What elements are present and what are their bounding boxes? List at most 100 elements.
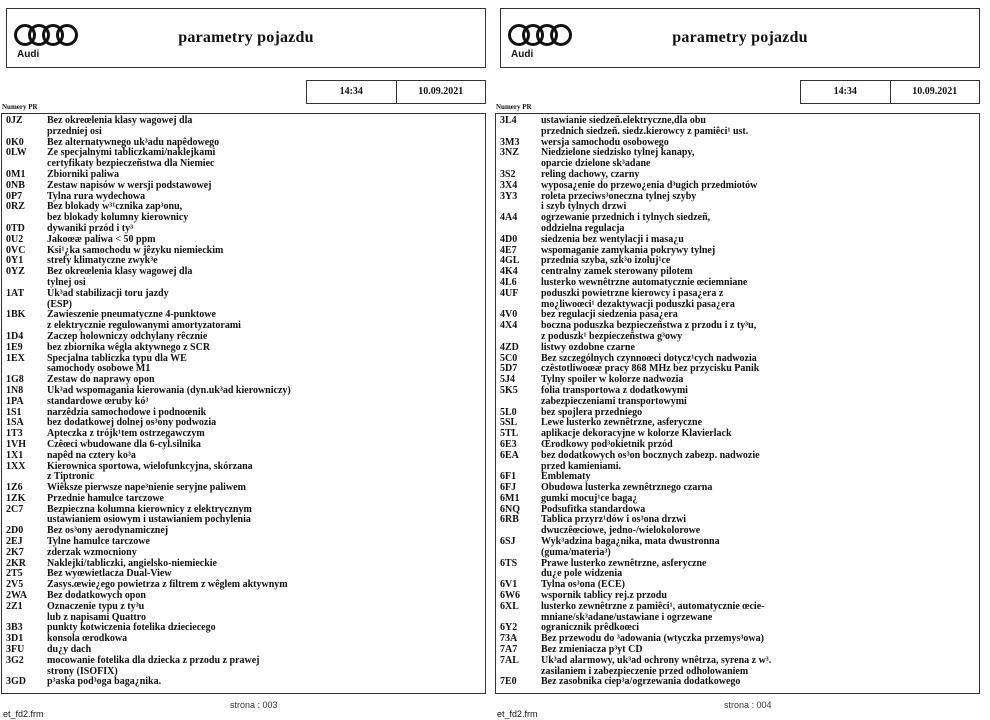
audi-rings-logo (13, 23, 79, 52)
pr-code-list: 3L4 ustawianie siedzeñ.elektryczne,dla ob… (495, 113, 980, 694)
item-description-line: punkty kotwiczenia fotelika dzieciecego (47, 622, 216, 634)
item-description-line: Bez zmieniacza p³yt CD (541, 644, 643, 656)
pr-code-row: 4X4 boczna poduszka bezpieczeñstwa z przo… (496, 320, 979, 343)
item-description-line: aplikacje dekoracyjne w kolorze Klavierl… (541, 428, 732, 440)
pr-description: Bez szczególnych czynnoœci dotycz¹cych n… (541, 352, 979, 365)
pr-code-row: 2Z1 Oznaczenie typu z ty³u lub z napisami … (2, 601, 485, 624)
item-description-line: (ESP) (47, 298, 72, 310)
pr-code-row: 6W6 wspornik tablicy rej.z przodu (496, 590, 979, 602)
item-description-line: Podsufitka standardowa (541, 503, 646, 515)
pr-code-row: 1N8 Uk³ad wspomagania kierowania (dyn.uk³… (2, 385, 485, 397)
item-description-line: bez spojlera przedniego (541, 406, 643, 418)
pr-code: 1VH (6, 438, 26, 450)
pr-code-row: 4K4 centralny zamek sterowany pilotem (496, 266, 979, 278)
pr-code: 6V1 (500, 579, 518, 591)
item-description-line: czêstotliwoœæ pracy 868 MHz bez przycisk… (541, 363, 760, 375)
pr-code: 1EX (6, 352, 25, 364)
pr-code: 3B3 (6, 622, 23, 634)
item-description-line: przedniej osi (47, 125, 102, 137)
pr-description: napêd na cztery ko³a (47, 450, 485, 462)
item-description-line: Tylne hamulce tarczowe (47, 536, 150, 548)
item-description-line: du¿y dach (47, 644, 92, 656)
item-description-line: Bez szczególnych czynnoœci dotycz¹cych n… (541, 352, 757, 364)
pr-code-row: 0NB Zestaw napisów w wersji podstawowej (2, 179, 485, 192)
item-description-line: ustawianie siedzeñ.elektryczne,dla obu (541, 115, 706, 126)
item-description-line: z poduszk¹ bezpieczeñstwa g³owy (541, 330, 683, 342)
pr-code: 3G2 (6, 654, 24, 666)
pr-code: 73A (500, 633, 518, 645)
pr-description: Ksi¹¿ka samochodu w jêzyku niemieckim (47, 245, 485, 257)
pr-description: reling dachowy, czarny (541, 169, 979, 181)
pr-code-row: 2KR Naklejki/tabliczki, angielsko-niemiec… (2, 558, 485, 570)
pr-code-row: 6NQ Podsufitka standardowa (496, 503, 979, 516)
item-description-line: Tylna os³ona (ECE) (541, 579, 625, 591)
pr-code: 0P7 (6, 190, 23, 202)
page-number: strona : 003 (230, 700, 278, 710)
pr-description: Niedzielone siedzisko tylnej kanapy, opar… (541, 148, 979, 170)
item-description-line: Bez os³ony aerodynamicznej (47, 525, 169, 537)
time: 14:34 (307, 81, 397, 103)
pr-code-row: 5K5 folia transportowa z dodatkowymi zabez… (496, 384, 979, 408)
item-description-line: poduszki powietrzne kierowcy i pasa¿era … (541, 287, 724, 299)
pr-code-row: 1X1 napêd na cztery ko³a (2, 450, 485, 462)
item-description-line: Zestaw do naprawy opon (47, 374, 155, 386)
pr-code: 0NB (6, 179, 25, 191)
pr-code-row: 4A4 ogrzewanie przednich i tylnych siedze… (496, 212, 979, 235)
item-description-line: i szyb tylnych drzwi (541, 201, 627, 213)
item-description-line: wspornik tablicy rej.z przodu (541, 590, 667, 602)
pr-description: boczna poduszka bezpieczeñstwa z przodu … (541, 320, 979, 343)
pr-description: Zestaw do naprawy opon (47, 374, 485, 386)
pr-description: listwy ozdobne czarne (541, 341, 979, 354)
pr-code: 4D0 (500, 233, 518, 245)
pr-code: 2T5 (6, 568, 23, 580)
item-description-line: wyposa¿enie do przewo¿enia d³ugich przed… (541, 179, 758, 191)
pr-code-row: 3Y3 roleta przeciws³oneczna tylnej szyby i… (496, 191, 979, 214)
pr-code: 6F1 (500, 471, 517, 483)
pr-code-row: 73A Bez przewodu do ³adowania (wtyczka pr… (496, 633, 979, 645)
item-description-line: zderzak wzmocniony (47, 546, 137, 558)
pr-code: 0K0 (6, 136, 24, 148)
pr-code: 3GD (6, 676, 26, 688)
pr-code-row: 1G8 Zestaw do naprawy opon (2, 374, 485, 386)
pr-code-row: 3NZ Niedzielone siedzisko tylnej kanapy, o… (496, 148, 979, 170)
pr-code: 7A7 (500, 644, 518, 656)
pr-description: dywaniki przód i ty³ (47, 223, 485, 235)
item-description-line: z Tiptronic (47, 471, 94, 483)
pr-code: 0M1 (6, 168, 26, 180)
item-description-line: bez regulacji siedzenia pasa¿era (541, 309, 678, 321)
pr-code-row: 6SJ Wyk³adzina baga¿nika, mata dwustronna… (496, 536, 979, 559)
pr-code: 2D0 (6, 525, 24, 537)
pr-description: Wiêksze pierwsze nape³nienie seryjne pal… (47, 482, 485, 494)
pr-code: 5K5 (500, 384, 518, 396)
pr-code: 4V0 (500, 309, 518, 321)
pr-description: Prawe lusterko zewnêtrzne, asferyczne du¿… (541, 558, 979, 581)
pr-description: mocowanie fotelika dla dziecka z przodu … (47, 655, 485, 678)
item-description-line: samochody osobowe M1 (47, 363, 151, 375)
pr-description: aplikacje dekoracyjne w kolorze Klavierl… (541, 428, 979, 440)
pr-code-row: 7AL Uk³ad alarmowy, uk³ad ochrony wnêtrza… (496, 655, 979, 678)
pr-code-row: 4UF poduszki powietrzne kierowcy i pasa¿e… (496, 287, 979, 311)
pr-description: Ze specjalnymi tabliczkami/naklejkami cer… (47, 148, 485, 170)
pr-code-row: 1Z6 Wiêksze pierwsze nape³nienie seryjne … (2, 482, 485, 494)
pr-code-row: 0K0 Bez alternatywnego uk³adu napêdowego (2, 136, 485, 149)
pr-code: 1D4 (6, 330, 24, 342)
pr-code: 5C0 (500, 352, 518, 364)
item-description-line: Obudowa lusterka zewnêtrznego czarna (541, 482, 713, 494)
item-description-line: Zestaw napisów w wersji podstawowej (47, 179, 212, 191)
pr-description: Tablica przyrz¹dów i os³ona drzwi dwuczêœ… (541, 515, 979, 537)
pr-description: ogrzewanie przednich i tylnych siedzeñ, o… (541, 212, 979, 235)
pr-code-row: 2D0 Bez os³ony aerodynamicznej (2, 525, 485, 537)
pr-code-row: 0Y1 strefy klimatyczne zwyk³e (2, 256, 485, 267)
pr-code-row: 7A7 Bez zmieniacza p³yt CD (496, 644, 979, 656)
pr-code: 6Y2 (500, 622, 518, 634)
pr-code-row: 1VH Czêœci wbudowane dla 6-cyl.silnika (2, 438, 485, 451)
pr-code: 6RB (500, 514, 519, 526)
item-description-line: listwy ozdobne czarne (541, 341, 635, 353)
item-description-line: Zbiorniki paliwa (47, 168, 119, 180)
pr-code-row: 7E0 Bez zasobnika ciep³a/ogrzewania dodat… (496, 677, 979, 688)
item-description-line: Wiêksze pierwsze nape³nienie seryjne pal… (47, 482, 246, 494)
item-description-line: narzêdzia samochodowe i podnoœnik (47, 406, 207, 418)
pr-code: 3S2 (500, 168, 516, 180)
pr-code: 1G8 (6, 374, 24, 386)
pr-description: zderzak wzmocniony (47, 546, 485, 559)
